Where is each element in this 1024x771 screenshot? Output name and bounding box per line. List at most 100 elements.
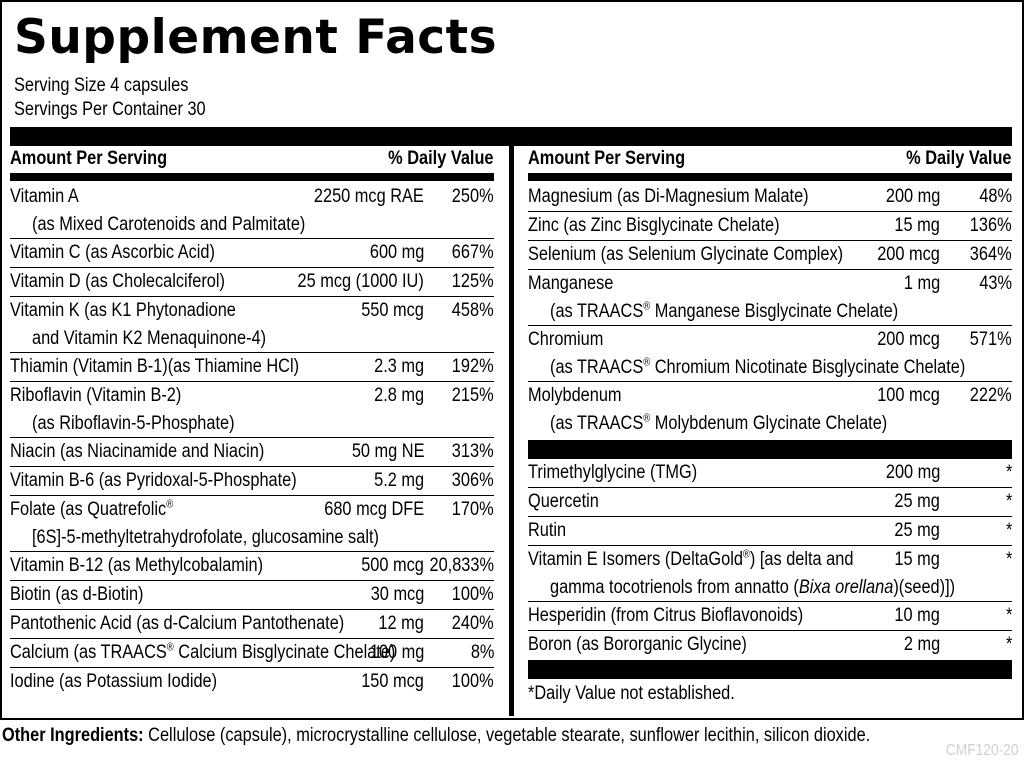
nutrient-amount: 15 mg [894, 549, 940, 570]
nutrient-daily-value: * [1005, 520, 1012, 541]
nutrient-name: Vitamin D (as Cholecalciferol) [10, 271, 225, 292]
nutrient-daily-value: 48% [979, 186, 1012, 207]
right-column-header: Amount Per Serving % Daily Value [528, 146, 1012, 172]
nutrient-name: Vitamin B-12 (as Methylcobalamin) [10, 555, 264, 576]
nutrient-amount: 12 mg [378, 613, 424, 634]
nutrient-name: Vitamin B-6 (as Pyridoxal-5-Phosphate) [10, 470, 297, 491]
header-rule [10, 173, 494, 181]
section-rule [528, 440, 1012, 459]
nutrient-amount: 150 mcg [361, 671, 424, 692]
nutrient-daily-value: 571% [970, 329, 1012, 350]
nutrient-daily-value: * [1005, 549, 1012, 570]
nutrient-source: [6S]-5-methyltetrahydrofolate, glucosami… [32, 527, 379, 548]
product-code: CMF120-20 [945, 742, 1018, 759]
nutrient-amount: 2.3 mg [374, 356, 424, 377]
nutrient-name: Zinc (as Zinc Bisglycinate Chelate) [528, 215, 780, 236]
nutrient-daily-value: * [1005, 634, 1012, 655]
nutrient-amount: 200 mcg [877, 244, 940, 265]
top-thick-rule [10, 127, 1012, 146]
nutrient-daily-value: 240% [452, 613, 494, 634]
nutrient-row: Folate (as Quatrefolic® [6S]-5-methyltetr… [10, 496, 494, 552]
nutrient-amount: 30 mcg [370, 584, 424, 605]
nutrient-name: Riboflavin (Vitamin B-2) [10, 385, 182, 406]
nutrient-daily-value: 250% [452, 186, 494, 207]
nutrient-row: Magnesium (as Di-Magnesium Malate) 200 mg… [528, 183, 1012, 212]
nutrient-row: Manganese (as TRAACS® Manganese Bisglycin… [528, 270, 1012, 326]
nutrient-daily-value: 170% [452, 499, 494, 520]
nutrient-amount: 600 mg [369, 242, 424, 263]
nutrient-amount: 550 mcg [361, 300, 424, 321]
supplement-facts-panel: Supplement Facts Serving Size 4 capsules… [0, 0, 1024, 720]
nutrient-daily-value: 458% [452, 300, 494, 321]
header-rule [528, 173, 1012, 181]
nutrient-source: (as Mixed Carotenoids and Palmitate) [32, 214, 306, 235]
nutrient-daily-value: 136% [970, 215, 1012, 236]
nutrient-row: Molybdenum (as TRAACS® Molybdenum Glycina… [528, 382, 1012, 437]
nutrient-row: Niacin (as Niacinamide and Niacin) 50 mg … [10, 438, 494, 467]
nutrient-daily-value: * [1005, 605, 1012, 626]
nutrient-daily-value: 215% [452, 385, 494, 406]
nutrient-amount: 5.2 mg [374, 470, 424, 491]
nutrient-name: Vitamin K (as K1 Phytonadione [10, 300, 236, 321]
nutrient-name: Trimethylglycine (TMG) [528, 462, 698, 483]
nutrient-name: Manganese [528, 273, 614, 294]
daily-value-heading: % Daily Value [388, 148, 494, 169]
nutrient-name: Folate (as Quatrefolic® [10, 498, 174, 520]
nutrient-source: (as Riboflavin-5-Phosphate) [32, 413, 235, 434]
nutrient-row: Selenium (as Selenium Glycinate Complex)… [528, 241, 1012, 270]
nutrient-name: Vitamin C (as Ascorbic Acid) [10, 242, 215, 263]
nutrient-name: Quercetin [528, 491, 599, 512]
nutrient-amount: 2250 mcg RAE [314, 186, 424, 207]
nutrient-row: Thiamin (Vitamin B-1)(as Thiamine HCl) 2.… [10, 353, 494, 382]
nutrient-daily-value: * [1005, 491, 1012, 512]
other-ingredients: Other Ingredients: Cellulose (capsule), … [2, 722, 870, 750]
nutrient-row: Zinc (as Zinc Bisglycinate Chelate) 15 mg… [528, 212, 1012, 241]
nutrient-name: Pantothenic Acid (as d-Calcium Pantothen… [10, 613, 345, 634]
nutrient-daily-value: * [1005, 462, 1012, 483]
nutrient-row: Vitamin E Isomers (DeltaGold®) [as delta… [528, 546, 1012, 602]
nutrient-source: (as TRAACS® Molybdenum Glycinate Chelate… [550, 412, 888, 434]
nutrient-row: Pantothenic Acid (as d-Calcium Pantothen… [10, 610, 494, 639]
nutrient-row: Vitamin A (as Mixed Carotenoids and Palmi… [10, 183, 494, 239]
nutrient-amount: 25 mg [894, 491, 940, 512]
nutrient-name: Niacin (as Niacinamide and Niacin) [10, 441, 265, 462]
left-column-header: Amount Per Serving % Daily Value [10, 146, 494, 172]
nutrient-name: Calcium (as TRAACS® Calcium Bisglycinate… [10, 641, 396, 663]
nutrient-row: Calcium (as TRAACS® Calcium Bisglycinate… [10, 639, 494, 668]
amount-per-serving-heading: Amount Per Serving [528, 148, 686, 169]
nutrient-source: and Vitamin K2 Menaquinone-4) [32, 328, 267, 349]
nutrient-name: Biotin (as d-Biotin) [10, 584, 144, 605]
nutrient-row: Vitamin C (as Ascorbic Acid) 600 mg 667% [10, 239, 494, 268]
nutrient-daily-value: 192% [452, 356, 494, 377]
nutrient-name: Vitamin A [10, 186, 79, 207]
nutrient-name: Molybdenum [528, 385, 622, 406]
nutrient-amount: 2.8 mg [374, 385, 424, 406]
nutrient-name: Chromium [528, 329, 604, 350]
other-ingredients-label: Other Ingredients: [2, 725, 144, 746]
servings-per-container: Servings Per Container 30 [14, 99, 206, 120]
amount-per-serving-heading: Amount Per Serving [10, 148, 168, 169]
other-ingredients-text: Cellulose (capsule), microcrystalline ce… [143, 725, 871, 746]
nutrient-row: Vitamin D (as Cholecalciferol) 25 mcg (10… [10, 268, 494, 297]
nutrient-daily-value: 222% [970, 385, 1012, 406]
nutrient-daily-value: 306% [452, 470, 494, 491]
nutrient-daily-value: 100% [452, 671, 494, 692]
nutrient-daily-value: 125% [452, 271, 494, 292]
nutrient-amount: 25 mcg (1000 IU) [297, 271, 424, 292]
nutrient-name: Rutin [528, 520, 567, 541]
nutrient-amount: 50 mg NE [351, 441, 424, 462]
nutrient-name: Magnesium (as Di-Magnesium Malate) [528, 186, 809, 207]
nutrient-row: Hesperidin (from Citrus Bioflavonoids) 10… [528, 602, 1012, 631]
nutrient-source: (as TRAACS® Manganese Bisglycinate Chela… [550, 300, 899, 322]
nutrient-name: Vitamin E Isomers (DeltaGold®) [as delta… [528, 548, 854, 570]
nutrient-row: Trimethylglycine (TMG) 200 mg * [528, 459, 1012, 488]
nutrient-amount: 200 mg [885, 186, 940, 207]
nutrient-daily-value: 43% [979, 273, 1012, 294]
nutrient-amount: 200 mcg [877, 329, 940, 350]
nutrient-amount: 1 mg [903, 273, 940, 294]
nutrient-daily-value: 667% [452, 242, 494, 263]
nutrient-name: Boron (as Bororganic Glycine) [528, 634, 747, 655]
serving-size: Serving Size 4 capsules [14, 75, 189, 96]
nutrient-name: Thiamin (Vitamin B-1)(as Thiamine HCl) [10, 356, 300, 377]
nutrient-row: Rutin 25 mg * [528, 517, 1012, 546]
